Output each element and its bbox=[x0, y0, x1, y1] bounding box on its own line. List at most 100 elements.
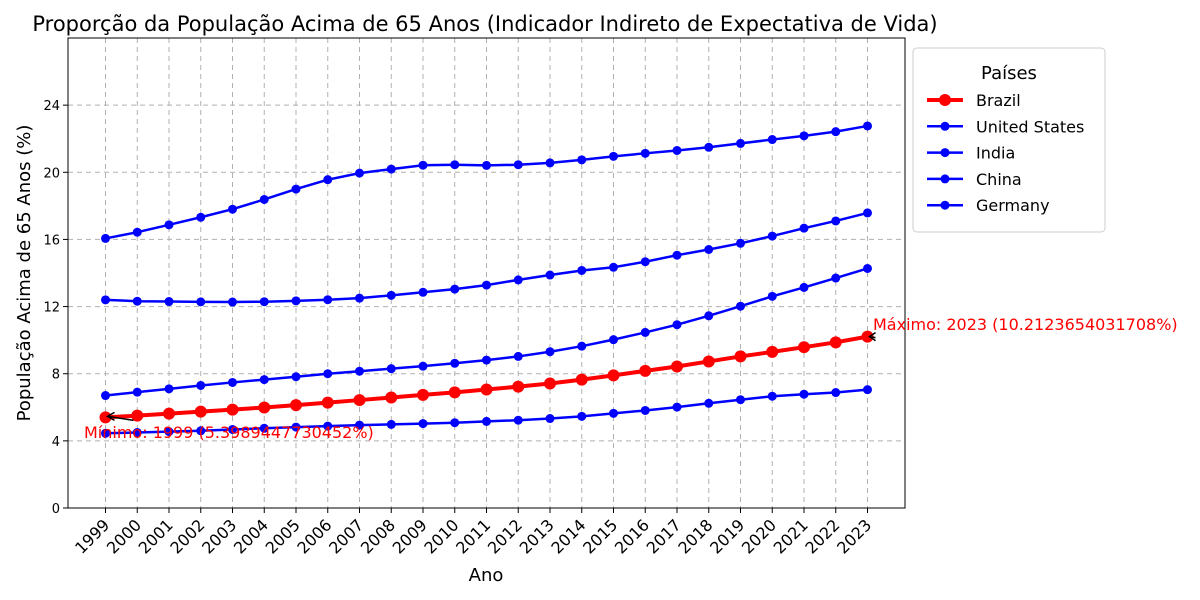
data-point bbox=[291, 372, 301, 382]
x-tick-label: 2008 bbox=[357, 515, 399, 557]
data-point bbox=[861, 330, 874, 343]
annotation-min: Mínimo: 1999 (5.3989447730452%) bbox=[84, 423, 374, 442]
data-point bbox=[480, 383, 493, 396]
data-point bbox=[704, 142, 714, 152]
x-tick-label: 2000 bbox=[103, 515, 145, 557]
data-point bbox=[259, 375, 269, 385]
annotation-arrowhead-min bbox=[105, 411, 115, 422]
y-tick-label: 24 bbox=[43, 99, 60, 114]
x-tick-label: 2021 bbox=[770, 515, 812, 557]
data-point bbox=[639, 364, 652, 377]
data-point bbox=[259, 297, 269, 307]
data-point bbox=[99, 411, 112, 424]
legend-box bbox=[912, 47, 1106, 233]
data-point bbox=[736, 301, 745, 311]
legend-item: Brazil bbox=[927, 91, 1021, 110]
data-point bbox=[259, 423, 269, 433]
data-point bbox=[831, 216, 841, 226]
data-point bbox=[609, 262, 618, 272]
legend-label: Brazil bbox=[976, 91, 1021, 110]
x-tick-label: 2015 bbox=[579, 515, 621, 557]
data-point bbox=[228, 297, 237, 307]
data-point bbox=[640, 327, 650, 337]
data-point bbox=[196, 380, 206, 390]
legend-item: India bbox=[927, 144, 1015, 163]
data-point bbox=[101, 428, 110, 438]
data-point bbox=[164, 427, 174, 437]
y-axis-ticks: 0 4 8 12 16 20 24 bbox=[43, 99, 68, 517]
data-point bbox=[704, 398, 714, 408]
x-tick-label: 2016 bbox=[611, 515, 653, 557]
data-point bbox=[672, 145, 682, 155]
data-point bbox=[228, 377, 237, 387]
data-point bbox=[863, 121, 872, 131]
data-point bbox=[799, 223, 809, 233]
data-point bbox=[132, 427, 142, 437]
data-point bbox=[512, 380, 525, 393]
data-point bbox=[704, 311, 714, 321]
data-point bbox=[450, 160, 460, 170]
y-tick-label: 16 bbox=[43, 233, 60, 248]
x-tick-label: 2007 bbox=[325, 515, 367, 557]
series-united-states bbox=[101, 208, 872, 307]
data-point bbox=[291, 296, 301, 306]
data-point bbox=[736, 138, 745, 148]
data-point bbox=[194, 405, 207, 418]
data-point bbox=[831, 388, 841, 398]
x-tick-label: 2014 bbox=[547, 515, 589, 557]
data-point bbox=[799, 389, 809, 399]
data-point bbox=[702, 355, 715, 368]
x-tick-label: 2013 bbox=[516, 515, 558, 557]
y-axis-label: População Acima de 65 Anos (%) bbox=[14, 125, 35, 422]
data-point bbox=[544, 377, 556, 390]
legend-item: China bbox=[927, 170, 1022, 189]
legend-item: United States bbox=[927, 117, 1084, 136]
data-point bbox=[450, 418, 460, 428]
x-tick-label: 2006 bbox=[293, 515, 335, 557]
data-point bbox=[291, 422, 301, 432]
data-point bbox=[799, 282, 809, 292]
data-point bbox=[609, 151, 618, 161]
data-point bbox=[513, 351, 523, 361]
x-tick-label: 2012 bbox=[484, 515, 526, 557]
legend-swatch-marker bbox=[940, 148, 950, 158]
data-point bbox=[577, 265, 587, 275]
data-point bbox=[766, 345, 779, 358]
data-point bbox=[482, 355, 491, 365]
data-point bbox=[831, 127, 841, 137]
legend: Países Brazil United States India China Germ… bbox=[912, 47, 1106, 233]
data-point bbox=[798, 341, 810, 354]
legend-swatch-marker bbox=[939, 94, 951, 106]
data-point bbox=[450, 284, 460, 294]
y-tick-label: 8 bbox=[52, 368, 60, 383]
x-axis-label: Ano bbox=[469, 565, 504, 586]
data-point bbox=[767, 391, 777, 401]
series-india bbox=[101, 263, 872, 401]
data-point bbox=[767, 231, 777, 241]
data-point bbox=[164, 297, 174, 307]
data-point bbox=[132, 227, 142, 237]
annotations: Mínimo: 1999 (5.3989447730452%) Máximo: 2… bbox=[84, 315, 1178, 442]
y-tick-label: 0 bbox=[52, 502, 60, 517]
x-tick-label: 2003 bbox=[198, 515, 240, 557]
data-point bbox=[418, 419, 428, 429]
data-point bbox=[863, 263, 872, 273]
data-point bbox=[577, 155, 587, 165]
data-point bbox=[101, 295, 110, 305]
data-point bbox=[291, 184, 301, 194]
data-point bbox=[101, 391, 110, 401]
data-point bbox=[831, 273, 841, 283]
data-point bbox=[863, 385, 872, 395]
data-point bbox=[417, 388, 429, 401]
data-point bbox=[482, 160, 491, 170]
series-brazil bbox=[99, 330, 874, 424]
data-point bbox=[226, 403, 239, 416]
x-tick-label: 2019 bbox=[706, 515, 748, 557]
data-point bbox=[323, 295, 333, 305]
data-point bbox=[132, 387, 142, 397]
data-point bbox=[829, 336, 842, 349]
x-tick-label: 2005 bbox=[262, 515, 304, 557]
data-point bbox=[101, 233, 110, 243]
annotation-max: Máximo: 2023 (10.2123654031708%) bbox=[873, 315, 1178, 334]
data-point bbox=[767, 291, 777, 301]
